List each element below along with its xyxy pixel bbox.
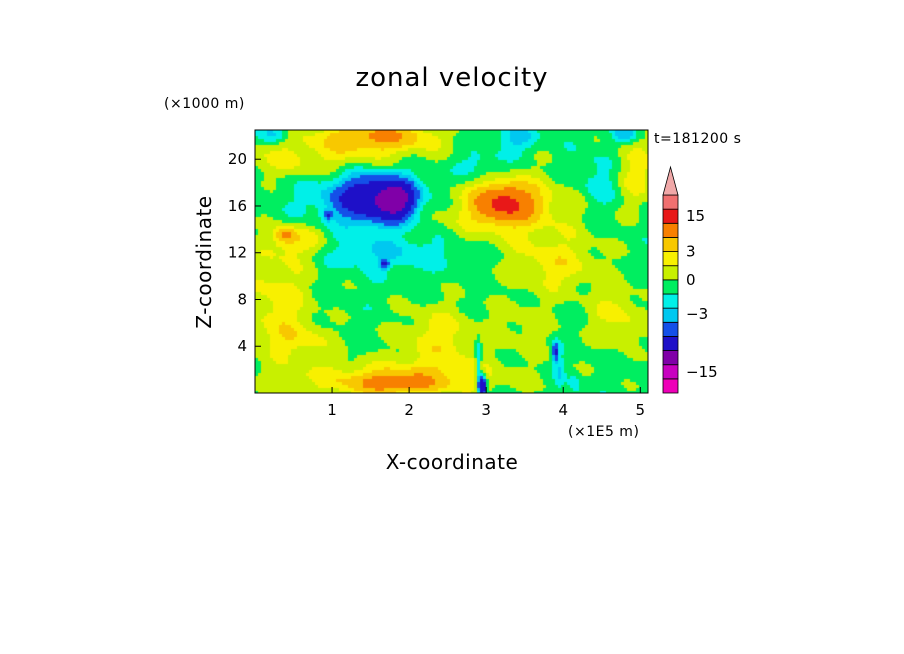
plot-area xyxy=(254,129,649,394)
y-tick-label: 8 xyxy=(237,290,247,308)
x-tick-label: 5 xyxy=(636,401,646,419)
colorbar-swatch xyxy=(662,378,679,394)
colorbar: 15 3 0 −3 −15 xyxy=(662,165,718,394)
colorbar-swatch xyxy=(662,279,679,295)
colorbar-tick-label: −15 xyxy=(686,363,718,381)
time-label: t=181200 s xyxy=(654,131,741,147)
colorbar-swatch xyxy=(662,208,679,224)
y-axis-label: Z-coordinate xyxy=(192,195,216,328)
x-tick-label: 2 xyxy=(404,401,414,419)
colorbar-tick-label: 3 xyxy=(686,243,696,261)
colorbar-swatch xyxy=(662,350,679,366)
colorbar-swatch xyxy=(662,293,679,309)
heatmap-field xyxy=(255,130,648,393)
heatmap-field-wrap xyxy=(255,130,648,393)
colorbar-swatch xyxy=(662,194,679,210)
x-axis-ticks: 1 2 3 4 5 xyxy=(327,387,645,419)
colorbar-tick-label: −3 xyxy=(686,305,708,323)
colorbar-swatch xyxy=(662,364,679,380)
colorbar-swatch xyxy=(662,336,679,351)
x-tick-label: 3 xyxy=(481,401,491,419)
colorbar-swatch xyxy=(662,307,679,323)
colorbar-extend-arrow xyxy=(662,165,679,196)
colorbar-tick-label: 0 xyxy=(686,271,696,289)
colorbar-swatch xyxy=(662,251,679,267)
y-tick-label: 16 xyxy=(228,197,247,215)
y-tick-label: 12 xyxy=(228,244,247,262)
chart-title: zonal velocity xyxy=(355,63,548,93)
colorbar-swatch xyxy=(662,222,679,238)
y-axis-ticks: 4 8 12 16 20 xyxy=(228,150,261,355)
y-tick-label: 20 xyxy=(228,150,247,168)
colorbar-swatch xyxy=(662,265,679,281)
y-unit-label: (×1000 m) xyxy=(164,96,245,112)
colorbar-swatch xyxy=(662,321,679,337)
x-unit-label: (×1E5 m) xyxy=(568,424,639,440)
x-tick-label: 4 xyxy=(558,401,568,419)
colorbar-tick-label: 15 xyxy=(686,207,705,225)
x-axis-label: X-coordinate xyxy=(386,450,519,474)
x-tick-label: 1 xyxy=(327,401,337,419)
colorbar-swatch xyxy=(662,237,679,252)
y-tick-label: 4 xyxy=(237,337,247,355)
plot-frame xyxy=(254,129,649,394)
